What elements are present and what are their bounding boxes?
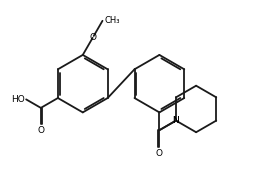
Text: N: N [173,116,179,125]
Text: O: O [37,126,44,135]
Text: HO: HO [11,95,25,104]
Text: O: O [89,33,96,42]
Text: CH₃: CH₃ [105,16,120,25]
Text: N: N [173,116,179,125]
Text: O: O [156,148,163,157]
